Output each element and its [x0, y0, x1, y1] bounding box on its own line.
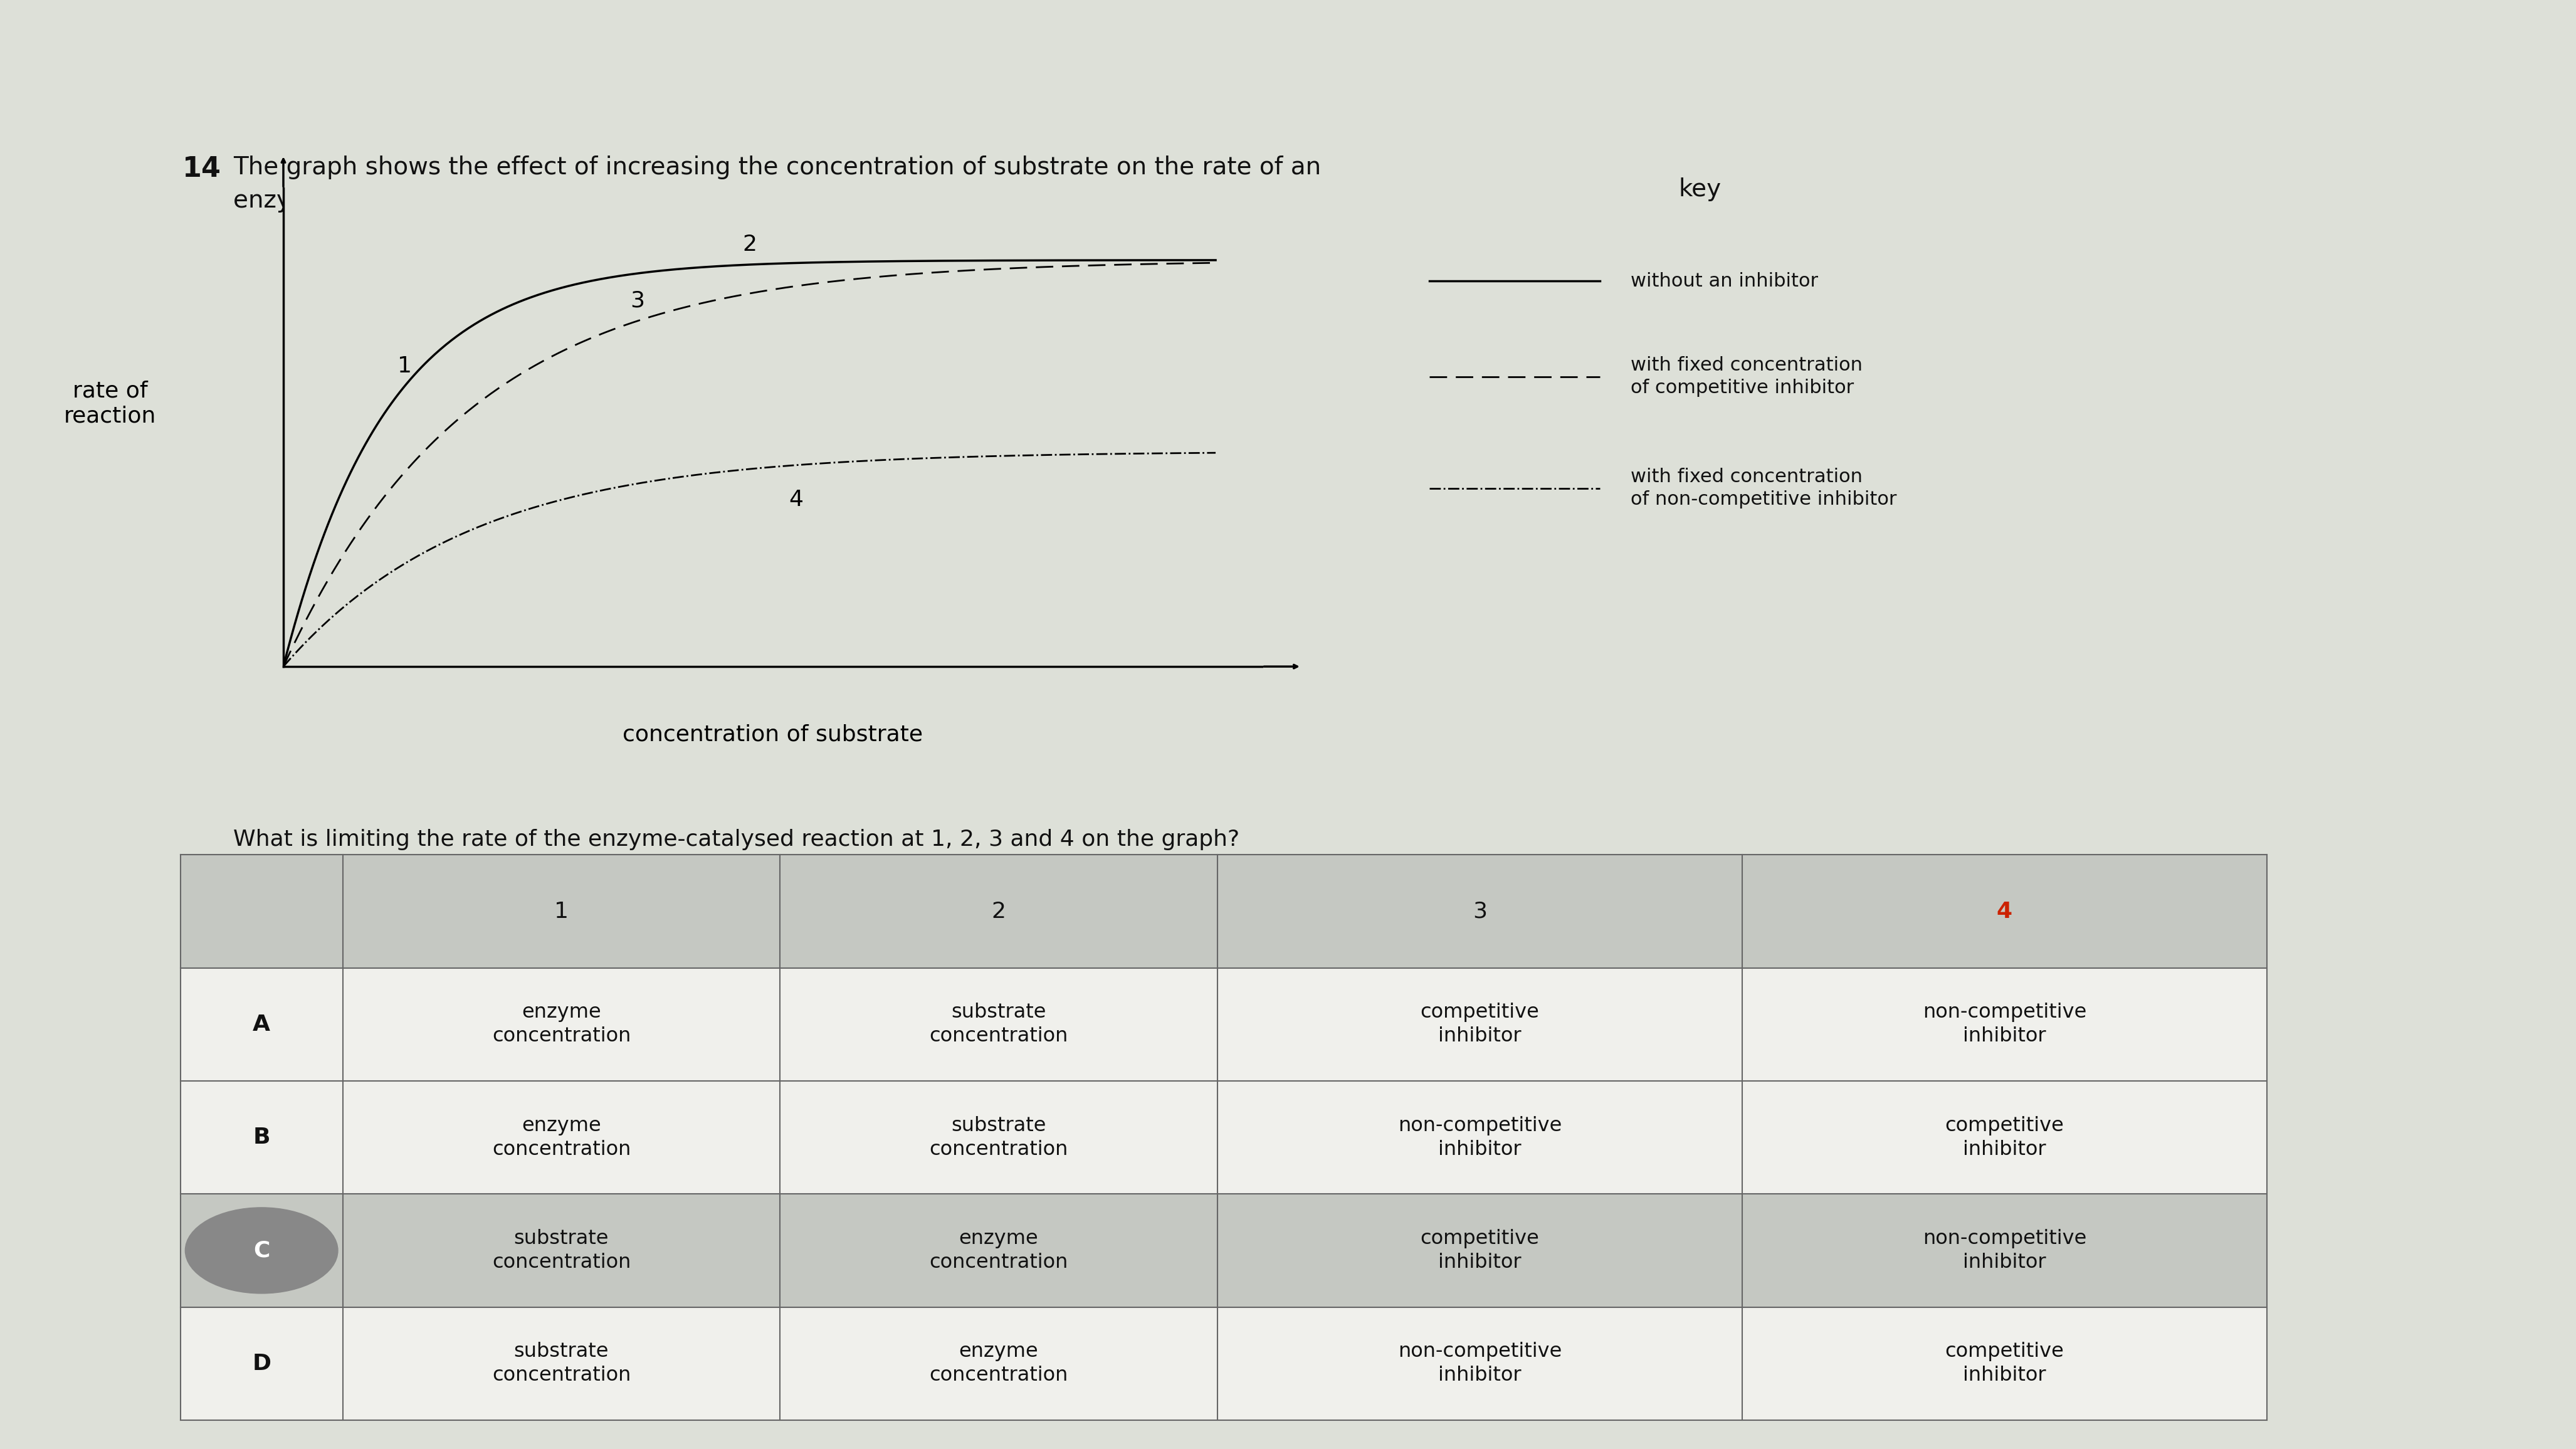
Text: substrate
concentration: substrate concentration [492, 1342, 631, 1385]
Text: with fixed concentration
of competitive inhibitor: with fixed concentration of competitive … [1631, 356, 1862, 397]
Text: with fixed concentration
of non-competitive inhibitor: with fixed concentration of non-competit… [1631, 468, 1896, 509]
Text: 1: 1 [397, 355, 412, 377]
Text: 4: 4 [1996, 901, 2012, 922]
Text: non-competitive
inhibitor: non-competitive inhibitor [1399, 1116, 1561, 1159]
Bar [180, 1194, 2267, 1307]
Text: 14: 14 [183, 155, 222, 183]
Text: B: B [252, 1127, 270, 1148]
Bar [180, 1307, 2267, 1420]
Text: C: C [252, 1240, 270, 1261]
Text: enzyme
concentration: enzyme concentration [930, 1229, 1069, 1272]
Text: enzyme
concentration: enzyme concentration [492, 1116, 631, 1159]
Text: 3: 3 [1473, 901, 1486, 922]
Text: without an inhibitor: without an inhibitor [1631, 272, 1819, 290]
Bar [180, 855, 2267, 968]
Text: 3: 3 [631, 290, 644, 312]
Text: competitive
inhibitor: competitive inhibitor [1945, 1116, 2063, 1159]
Text: 2: 2 [992, 901, 1005, 922]
Text: substrate
concentration: substrate concentration [930, 1003, 1069, 1046]
Text: D: D [252, 1353, 270, 1374]
Text: non-competitive
inhibitor: non-competitive inhibitor [1399, 1342, 1561, 1385]
Text: concentration of substrate: concentration of substrate [623, 724, 922, 745]
Circle shape [185, 1207, 337, 1294]
Text: enzyme
concentration: enzyme concentration [492, 1003, 631, 1046]
Text: enzyme
concentration: enzyme concentration [930, 1342, 1069, 1385]
Bar [180, 968, 2267, 1081]
Text: substrate
concentration: substrate concentration [930, 1116, 1069, 1159]
Text: A: A [252, 1014, 270, 1035]
Text: non-competitive
inhibitor: non-competitive inhibitor [1922, 1003, 2087, 1046]
Text: 2: 2 [742, 233, 757, 255]
Bar [180, 1081, 2267, 1194]
Text: non-competitive
inhibitor: non-competitive inhibitor [1922, 1229, 2087, 1272]
Text: The graph shows the effect of increasing the concentration of substrate on the r: The graph shows the effect of increasing… [232, 155, 1321, 213]
Text: rate of
reaction: rate of reaction [64, 381, 157, 426]
Text: competitive
inhibitor: competitive inhibitor [1945, 1342, 2063, 1385]
Text: key: key [1680, 178, 1721, 201]
Text: substrate
concentration: substrate concentration [492, 1229, 631, 1272]
Text: competitive
inhibitor: competitive inhibitor [1419, 1003, 1540, 1046]
Text: What is limiting the rate of the enzyme-catalysed reaction at 1, 2, 3 and 4 on t: What is limiting the rate of the enzyme-… [232, 829, 1239, 851]
Text: 4: 4 [788, 488, 804, 510]
Text: 1: 1 [554, 901, 569, 922]
Text: competitive
inhibitor: competitive inhibitor [1419, 1229, 1540, 1272]
